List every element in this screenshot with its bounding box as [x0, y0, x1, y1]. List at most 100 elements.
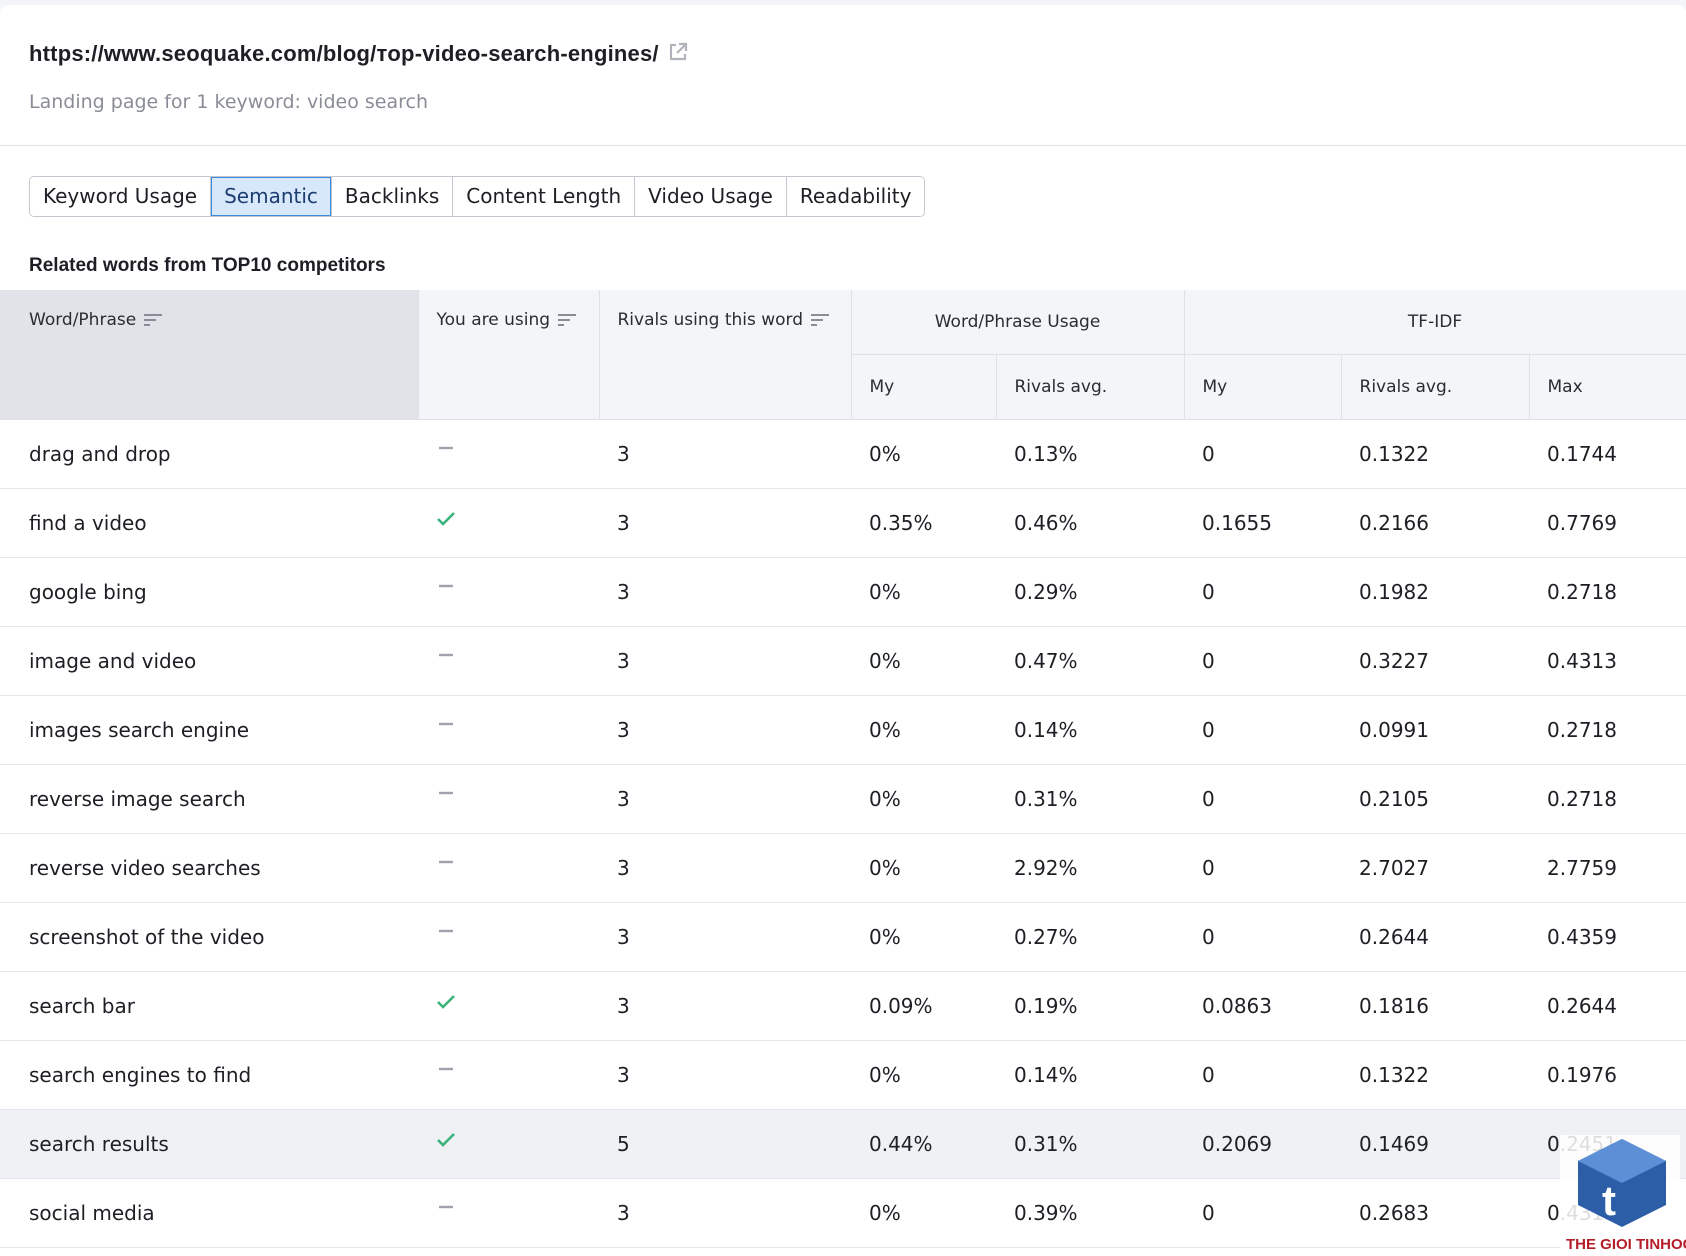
- tab[interactable]: Backlinks: [331, 177, 454, 216]
- word-cell: search results: [0, 1109, 418, 1179]
- rivals-count-cell: 3: [599, 833, 851, 903]
- usage-avg-cell: 0.47%: [996, 626, 1185, 696]
- header-tfidf-my: My: [1183, 354, 1342, 420]
- tab[interactable]: Readability: [786, 177, 925, 216]
- rivals-count-cell: 3: [599, 902, 851, 972]
- tfidf-avg-cell: 0.1982: [1341, 557, 1530, 627]
- word-cell: google bing: [0, 557, 418, 627]
- table-row: reverse video searches 3 0% 2.92% 0 2.7027 2.7…: [0, 833, 1686, 903]
- header-usage: Word/Phrase Usage: [850, 290, 1185, 355]
- page: https://www.seoquake.com/blog/тop-video-…: [0, 5, 1686, 1256]
- tab[interactable]: Content Length: [453, 177, 636, 216]
- using-cell: [418, 419, 599, 489]
- usage-my-cell: 0%: [851, 557, 996, 627]
- header-text: Rivals using this word: [617, 310, 804, 330]
- divider: [0, 145, 1686, 146]
- using-cell: [418, 971, 599, 1041]
- word-cell: images search engine: [0, 695, 418, 765]
- rivals-count-cell: 3: [599, 695, 851, 765]
- table-row: search results50.44%0.31%0.20690.14690.2…: [0, 1109, 1686, 1179]
- table-body: drag and drop 3 0% 0.13% 0 0.1322 0.1744 find a…: [0, 419, 1686, 1248]
- dash-icon: [439, 1067, 453, 1070]
- tfidf-my-cell: 0: [1184, 695, 1342, 765]
- using-cell: [418, 557, 599, 627]
- url-text: https://www.seoquake.com/blog/тop-video-…: [29, 41, 659, 66]
- dash-icon: [439, 791, 453, 794]
- tfidf-max-cell: 0.7769: [1529, 488, 1686, 558]
- tab-bar: Keyword Usage Semantic Backlinks Content Le…: [29, 176, 926, 217]
- tfidf-max-cell: 0.2718: [1529, 695, 1686, 765]
- usage-avg-cell: 0.27%: [996, 902, 1185, 972]
- header-word[interactable]: Word/Phrase: [0, 290, 419, 420]
- tfidf-my-cell: 0: [1184, 626, 1342, 696]
- word-cell: reverse video searches: [0, 833, 418, 903]
- using-cell: [418, 488, 599, 558]
- tfidf-avg-cell: 0.0991: [1341, 695, 1530, 765]
- tfidf-my-cell: 0: [1184, 419, 1342, 489]
- rivals-count-cell: 3: [599, 626, 851, 696]
- usage-avg-cell: 0.14%: [996, 1040, 1185, 1110]
- dash-icon: [439, 1205, 453, 1208]
- using-cell: [418, 626, 599, 696]
- usage-my-cell: 0%: [851, 902, 996, 972]
- table-row: screenshot of the video 3 0% 0.27% 0 0.2644 0.…: [0, 902, 1686, 972]
- rivals-count-cell: 3: [599, 764, 851, 834]
- tfidf-avg-cell: 0.1322: [1341, 1040, 1530, 1110]
- sort-icon: [144, 314, 163, 326]
- tfidf-max-cell: 0.4359: [1529, 902, 1686, 972]
- usage-my-cell: 0%: [851, 419, 996, 489]
- word-cell: reverse image search: [0, 764, 418, 834]
- word-cell: search engines to find: [0, 1040, 418, 1110]
- tfidf-avg-cell: 0.2683: [1341, 1178, 1530, 1248]
- words-table: Word/Phrase You are using Rivals using t…: [0, 290, 1686, 1248]
- word-cell: find a video: [0, 488, 418, 558]
- usage-my-cell: 0%: [851, 695, 996, 765]
- external-link[interactable]: [667, 41, 689, 63]
- rivals-count-cell: 3: [599, 971, 851, 1041]
- table-row: images search engine 3 0% 0.14% 0 0.0991 0.271…: [0, 695, 1686, 765]
- tab[interactable]: Keyword Usage: [30, 177, 212, 216]
- usage-avg-cell: 0.19%: [996, 971, 1185, 1041]
- word-cell: social media: [0, 1178, 418, 1248]
- tfidf-my-cell: 0: [1184, 833, 1342, 903]
- header-tfidf: TF-IDF: [1183, 290, 1686, 355]
- tfidf-avg-cell: 0.2166: [1341, 488, 1530, 558]
- tfidf-avg-cell: 0.1322: [1341, 419, 1530, 489]
- usage-avg-cell: 0.31%: [996, 1109, 1185, 1179]
- watermark-text: THE GIOI TINHOC: [1566, 1236, 1686, 1253]
- rivals-count-cell: 3: [599, 488, 851, 558]
- dash-icon: [439, 653, 453, 656]
- usage-avg-cell: 0.31%: [996, 764, 1185, 834]
- tfidf-my-cell: 0.2069: [1184, 1109, 1342, 1179]
- table-row: find a video 3 0.35% 0.46% 0.1655 0.2166 0.776…: [0, 488, 1686, 558]
- header-rivals[interactable]: Rivals using this word: [598, 290, 852, 420]
- table-row: reverse image search 3 0% 0.31% 0 0.2105 0.271…: [0, 764, 1686, 834]
- using-cell: [418, 833, 599, 903]
- usage-my-cell: 0%: [851, 833, 996, 903]
- tfidf-avg-cell: 0.1469: [1341, 1109, 1530, 1179]
- tfidf-my-cell: 0: [1184, 1040, 1342, 1110]
- word-cell: drag and drop: [0, 419, 418, 489]
- svg-text:t: t: [1602, 1177, 1616, 1224]
- usage-avg-cell: 0.14%: [996, 695, 1185, 765]
- tfidf-max-cell: 0.2718: [1529, 557, 1686, 627]
- sort-icon: [558, 314, 577, 326]
- tfidf-my-cell: 0: [1184, 1178, 1342, 1248]
- tab[interactable]: Semantic: [211, 177, 332, 216]
- watermark-logo: t: [1578, 1139, 1666, 1227]
- using-cell: [418, 764, 599, 834]
- tfidf-my-cell: 0: [1184, 902, 1342, 972]
- tfidf-my-cell: 0.0863: [1184, 971, 1342, 1041]
- tab[interactable]: Video Usage: [635, 177, 787, 216]
- tfidf-max-cell: 0.1744: [1529, 419, 1686, 489]
- usage-my-cell: 0%: [851, 1040, 996, 1110]
- usage-my-cell: 0%: [851, 626, 996, 696]
- table-row: google bing 3 0% 0.29% 0 0.1982 0.2718: [0, 557, 1686, 627]
- table-row: image and video 3 0% 0.47% 0 0.3227 0.4313: [0, 626, 1686, 696]
- tfidf-avg-cell: 0.2644: [1341, 902, 1530, 972]
- header-using[interactable]: You are using: [417, 290, 600, 420]
- tfidf-avg-cell: 2.7027: [1341, 833, 1530, 903]
- tfidf-max-cell: 2.7759: [1529, 833, 1686, 903]
- tfidf-my-cell: 0: [1184, 764, 1342, 834]
- rivals-count-cell: 5: [599, 1109, 851, 1179]
